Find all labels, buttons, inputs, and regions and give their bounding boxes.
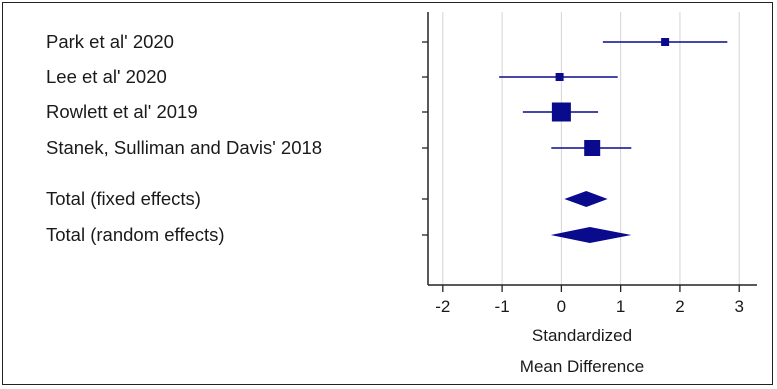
study-labels: Park et al' 2020 Lee et al' 2020 Rowlett e… — [46, 31, 322, 245]
chart-marks — [499, 38, 728, 243]
study-label: Stanek, Sulliman and Davis' 2018 — [46, 137, 322, 158]
study-label: Park et al' 2020 — [46, 31, 174, 52]
effect-size-square — [551, 102, 571, 122]
x-tick-label: 0 — [557, 297, 566, 316]
pooled-estimate-diamond — [550, 227, 632, 243]
x-axis-title-line-2: Mean Difference — [520, 357, 644, 376]
total-label: Total (fixed effects) — [46, 188, 201, 209]
x-tick-label: 3 — [734, 297, 743, 316]
chart-frame — [2, 2, 773, 385]
axes: -2 -1 0 1 2 3 — [422, 12, 757, 316]
grid-lines — [442, 12, 740, 285]
pooled-estimate-diamond — [564, 191, 608, 207]
x-axis-title-line-1: Standardized — [532, 326, 632, 345]
total-label: Total (random effects) — [46, 224, 225, 245]
effect-size-square — [555, 73, 564, 81]
effect-size-square — [661, 38, 670, 46]
study-label: Rowlett et al' 2019 — [46, 101, 198, 122]
x-axis-title: Standardized Mean Difference — [520, 326, 644, 376]
study-label: Lee et al' 2020 — [46, 66, 167, 87]
x-tick-label: 1 — [616, 297, 625, 316]
x-tick-label: 2 — [675, 297, 684, 316]
effect-size-square — [584, 140, 601, 156]
x-tick-label: -1 — [495, 297, 510, 316]
x-tick-label: -2 — [435, 297, 450, 316]
